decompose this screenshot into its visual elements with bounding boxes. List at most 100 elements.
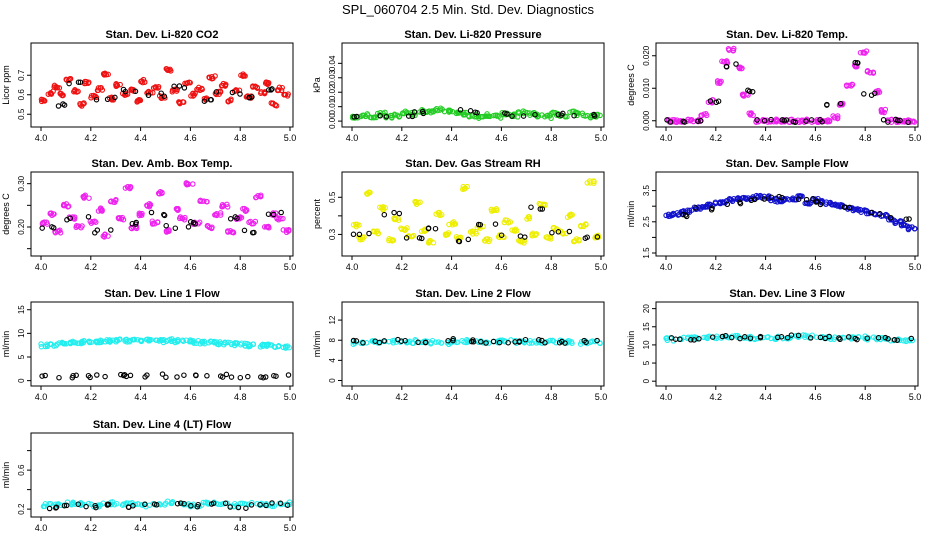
data-point: [243, 94, 250, 100]
data-point: [101, 72, 108, 78]
data-point: [672, 336, 679, 342]
data-point: [429, 108, 435, 114]
chart-title: Stan. Dev. Line 4 (LT) Flow: [93, 419, 232, 431]
chart-panel-9: Stan. Dev. Line 3 Flow ml/min 4.0 4.2 4.4 4.6…: [626, 288, 921, 402]
data-point: [271, 372, 277, 379]
data-point: [566, 228, 573, 235]
data-point: [201, 98, 208, 104]
data-point: [509, 113, 515, 119]
data-point: [273, 103, 280, 109]
data-point: [774, 334, 781, 341]
data-point: [911, 226, 918, 232]
data-point: [252, 218, 259, 225]
data-point: [737, 335, 743, 342]
y-tick-label: 5: [17, 354, 26, 359]
data-point: [74, 89, 80, 95]
chart-title: Stan. Dev. Line 3 Flow: [729, 288, 845, 300]
data-point: [93, 96, 100, 103]
chart-panel-8: Stan. Dev. Line 2 Flow ml/min 4.0 4.2 4.4 4.6…: [312, 288, 607, 402]
x-tick-label: 4.8: [234, 523, 247, 533]
data-point: [94, 227, 101, 233]
data-point: [776, 193, 782, 200]
data-point: [283, 501, 290, 508]
data-point: [905, 119, 911, 125]
data-point: [456, 238, 463, 245]
data-point: [132, 88, 139, 95]
x-tick-label: 4.8: [234, 133, 247, 143]
plot-frame: [655, 42, 919, 128]
data-point: [156, 190, 162, 197]
data-point: [511, 113, 517, 120]
data-point: [547, 337, 553, 344]
x-tick-label: 4.4: [445, 133, 458, 143]
x-tick-label: 4.8: [234, 392, 247, 402]
data-point: [463, 339, 469, 346]
data-point: [789, 196, 796, 203]
plot-frame: [655, 301, 919, 387]
data-point: [386, 235, 392, 242]
data-point: [151, 501, 158, 507]
data-point: [235, 504, 242, 511]
data-point: [723, 64, 730, 70]
data-point: [860, 50, 867, 56]
data-point: [594, 234, 601, 240]
y-tick-label: 0.010: [642, 78, 651, 99]
x-tick-label: 4.0: [35, 523, 48, 533]
data-point: [187, 219, 194, 225]
data-point: [350, 222, 357, 228]
data-point: [591, 180, 597, 186]
data-point: [145, 92, 152, 99]
data-point: [120, 372, 127, 379]
data-point: [236, 87, 243, 94]
chart-title: Stan. Dev. Li-820 Temp.: [726, 29, 848, 41]
data-point: [152, 84, 159, 90]
data-point: [524, 109, 530, 116]
data-point: [199, 198, 205, 204]
x-tick-label: 4.6: [184, 133, 197, 143]
data-point: [864, 335, 871, 341]
y-tick-label: 20: [642, 304, 651, 313]
y-axis-label: ml/min: [626, 201, 636, 228]
data-point: [483, 340, 489, 346]
data-point: [225, 339, 231, 346]
plot-frame: [341, 171, 605, 257]
data-point: [582, 235, 589, 241]
x-tick-label: 4.4: [445, 262, 458, 272]
data-point: [409, 113, 416, 120]
plot-frame: [30, 42, 294, 128]
data-point: [280, 215, 286, 222]
data-point: [555, 229, 562, 235]
data-point: [116, 336, 122, 343]
data-point: [183, 337, 189, 343]
data-point: [59, 92, 66, 99]
data-point: [40, 503, 47, 510]
data-point: [64, 499, 71, 505]
x-tick-label: 4.6: [184, 523, 197, 533]
data-point: [549, 229, 555, 236]
data-point: [172, 225, 179, 231]
data-point: [726, 196, 733, 202]
data-point: [107, 338, 114, 344]
x-tick-label: 4.0: [35, 392, 48, 402]
plot-frame: [341, 301, 605, 387]
x-tick-label: 4.6: [809, 262, 822, 272]
data-point: [838, 203, 844, 210]
data-point: [754, 117, 760, 123]
x-tick-label: 4.2: [710, 262, 723, 272]
data-point: [464, 183, 470, 190]
data-point: [520, 110, 527, 117]
data-point: [262, 374, 269, 380]
data-point: [737, 64, 744, 71]
data-point: [55, 103, 62, 109]
data-point: [166, 228, 172, 234]
data-point: [748, 197, 755, 204]
x-tick-label: 4.4: [759, 262, 772, 272]
data-point: [85, 214, 92, 220]
data-point: [264, 343, 270, 349]
data-point: [39, 373, 45, 379]
data-point: [757, 333, 764, 340]
data-point: [470, 231, 476, 237]
data-point: [438, 212, 445, 218]
data-point: [706, 201, 713, 208]
